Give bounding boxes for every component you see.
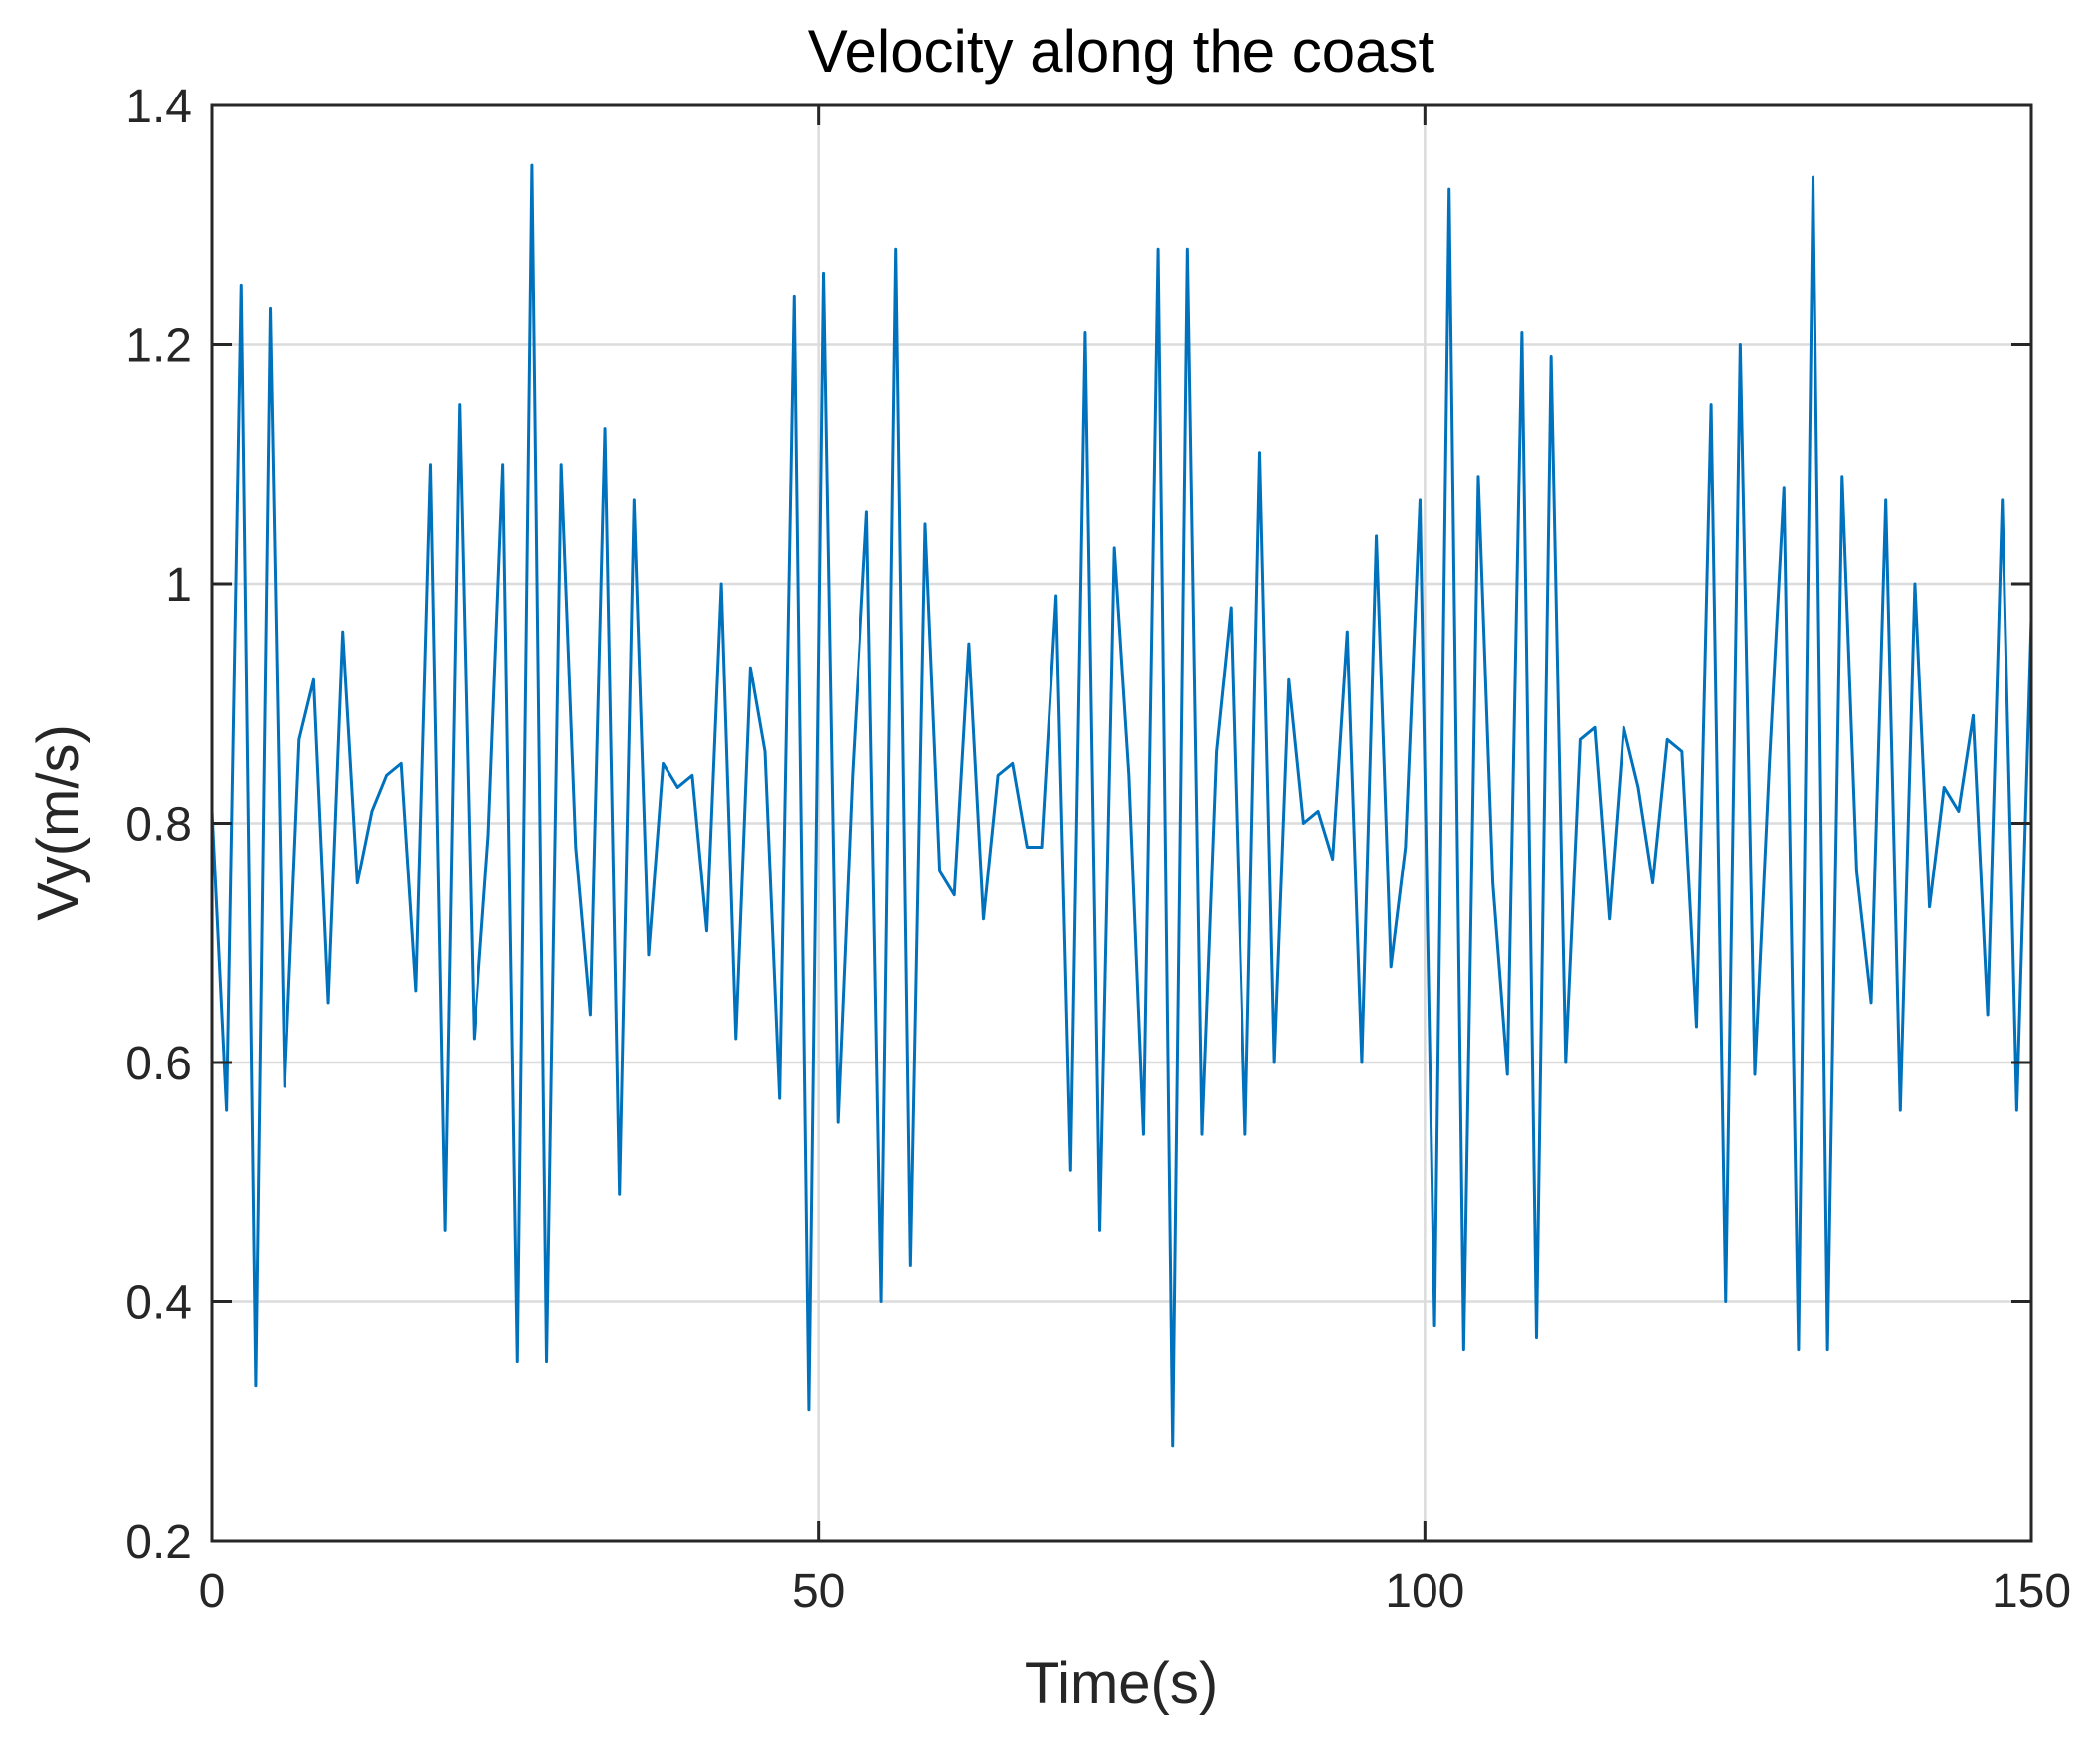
y-tick-label: 1.2 <box>125 320 192 373</box>
x-tick-label: 0 <box>199 1565 226 1618</box>
y-tick-label: 0.8 <box>125 799 192 852</box>
x-axis-label: Time(s) <box>1025 1651 1218 1716</box>
x-tick-label: 150 <box>1992 1565 2071 1618</box>
series-group <box>210 163 2033 1448</box>
tick-labels: 0 50 100 150 0.2 0.4 0.6 0.8 1 1.2 1.4 <box>125 81 2071 1618</box>
y-tick-label: 0.2 <box>125 1516 192 1569</box>
y-tick-label: 0.6 <box>125 1038 192 1090</box>
series-line-vy <box>210 163 2033 1448</box>
x-tick-label: 50 <box>792 1565 845 1618</box>
y-tick-label: 0.4 <box>125 1277 192 1330</box>
chart-title: Velocity along the coast <box>808 18 1435 85</box>
y-axis-label: Vy(m/s) <box>26 724 91 921</box>
y-tick-label: 1.4 <box>125 81 192 133</box>
y-tick-label: 1 <box>165 559 192 612</box>
x-tick-label: 100 <box>1385 1565 1464 1618</box>
ticks <box>210 103 2033 1543</box>
